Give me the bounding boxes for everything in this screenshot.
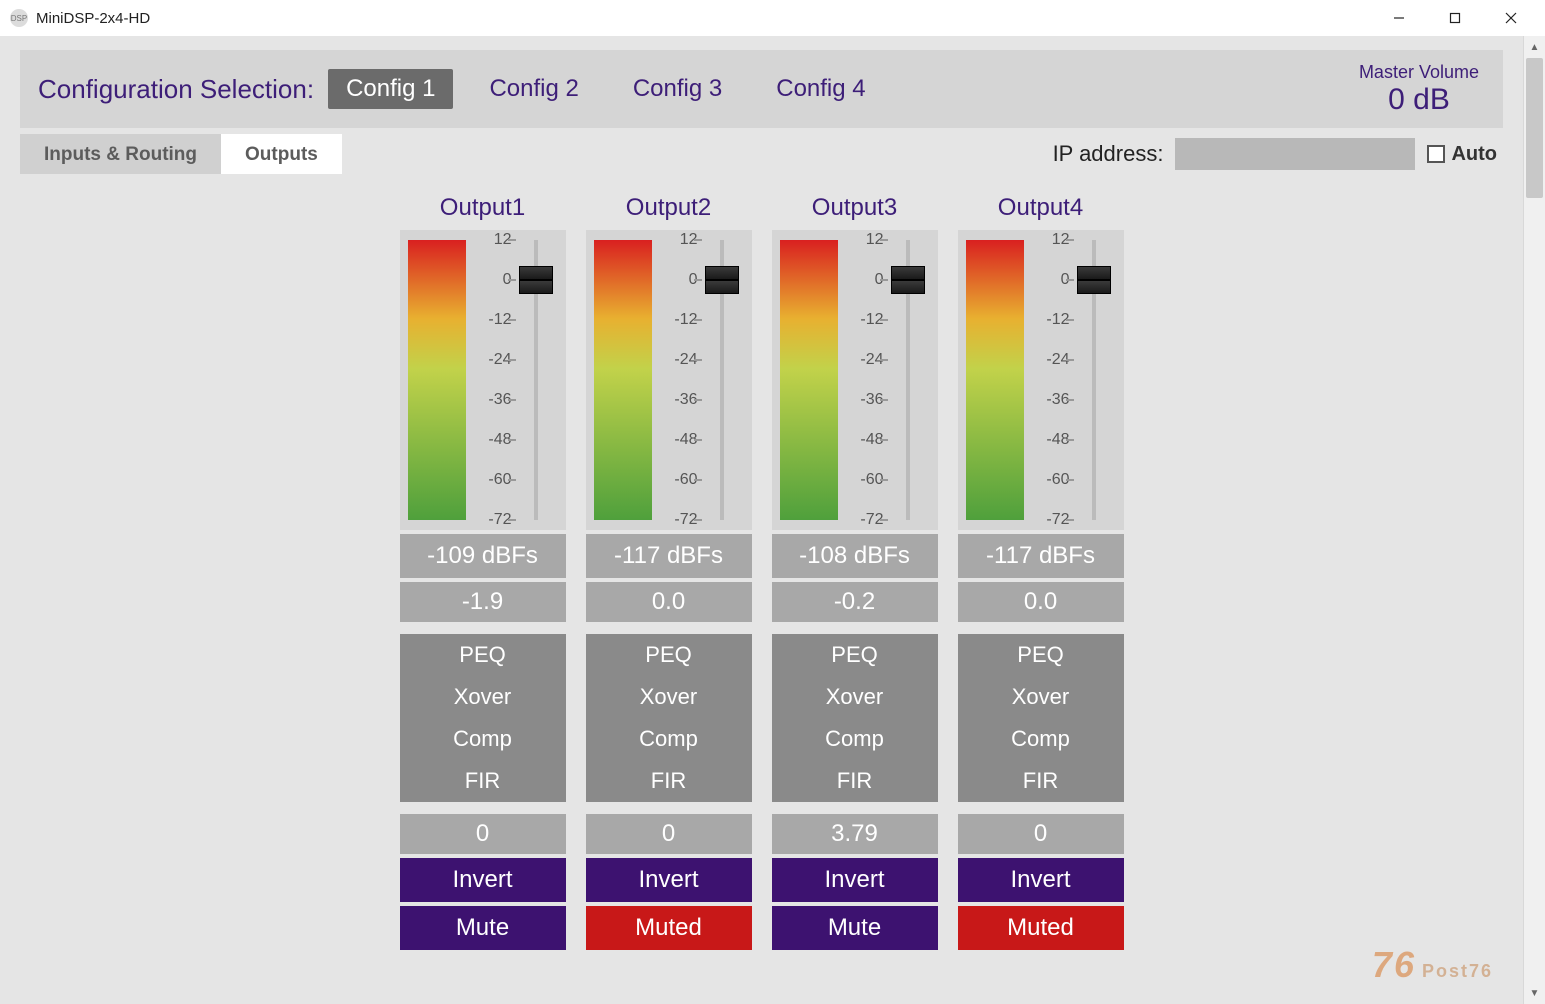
- mute-button[interactable]: Mute: [772, 906, 938, 950]
- output-channel-3: Output3 120-12-24-36-48-60-72 -108 dBFs-0.…: [772, 194, 938, 950]
- level-meter: [594, 240, 652, 520]
- slider-thumb[interactable]: [1077, 266, 1111, 294]
- ip-auto-checkbox[interactable]: [1427, 145, 1445, 163]
- gain-readout[interactable]: 0.0: [586, 582, 752, 622]
- xover-button[interactable]: Xover: [400, 676, 566, 718]
- gain-slider[interactable]: [516, 240, 556, 520]
- tab-outputs[interactable]: Outputs: [221, 134, 342, 174]
- minimize-button[interactable]: [1371, 0, 1427, 36]
- outputs-panel: Output1 120-12-24-36-48-60-72 -109 dBFs-1.…: [20, 174, 1503, 970]
- master-volume-value[interactable]: 0 dB: [1359, 83, 1479, 117]
- comp-button[interactable]: Comp: [958, 718, 1124, 760]
- peq-button[interactable]: PEQ: [400, 634, 566, 676]
- gain-readout[interactable]: 0.0: [958, 582, 1124, 622]
- dbfs-readout: -108 dBFs: [772, 534, 938, 578]
- dbfs-readout: -109 dBFs: [400, 534, 566, 578]
- slider-thumb[interactable]: [519, 266, 553, 294]
- xover-button[interactable]: Xover: [586, 676, 752, 718]
- slider-thumb[interactable]: [891, 266, 925, 294]
- processing-box: PEQXoverCompFIR: [586, 634, 752, 802]
- channel-title: Output1: [400, 194, 566, 222]
- window-title: MiniDSP-2x4-HD: [36, 10, 150, 27]
- meter-box: 120-12-24-36-48-60-72: [772, 230, 938, 530]
- ip-auto-label: Auto: [1451, 143, 1497, 166]
- app-icon: DSP: [10, 9, 28, 27]
- scroll-down-icon[interactable]: ▼: [1524, 982, 1545, 1004]
- invert-button[interactable]: Invert: [958, 858, 1124, 902]
- scroll-up-icon[interactable]: ▲: [1524, 36, 1545, 58]
- comp-button[interactable]: Comp: [400, 718, 566, 760]
- vertical-scrollbar[interactable]: ▲ ▼: [1523, 36, 1545, 1004]
- comp-button[interactable]: Comp: [772, 718, 938, 760]
- fir-button[interactable]: FIR: [586, 760, 752, 802]
- maximize-button[interactable]: [1427, 0, 1483, 36]
- processing-box: PEQXoverCompFIR: [958, 634, 1124, 802]
- output-channel-2: Output2 120-12-24-36-48-60-72 -117 dBFs0.0…: [586, 194, 752, 950]
- meter-scale: 120-12-24-36-48-60-72: [470, 240, 512, 520]
- ip-label: IP address:: [1053, 141, 1164, 167]
- delay-value[interactable]: 0: [400, 814, 566, 854]
- level-meter: [780, 240, 838, 520]
- output-channel-1: Output1 120-12-24-36-48-60-72 -109 dBFs-1.…: [400, 194, 566, 950]
- delay-value[interactable]: 0: [958, 814, 1124, 854]
- ip-input[interactable]: [1175, 138, 1415, 170]
- gain-slider[interactable]: [702, 240, 742, 520]
- titlebar: DSP MiniDSP-2x4-HD: [0, 0, 1545, 36]
- invert-button[interactable]: Invert: [772, 858, 938, 902]
- peq-button[interactable]: PEQ: [586, 634, 752, 676]
- fir-button[interactable]: FIR: [400, 760, 566, 802]
- config-button-2[interactable]: Config 2: [471, 69, 596, 109]
- output-channel-4: Output4 120-12-24-36-48-60-72 -117 dBFs0.0…: [958, 194, 1124, 950]
- config-button-1[interactable]: Config 1: [328, 69, 453, 109]
- master-volume-box: Master Volume 0 dB: [1359, 62, 1485, 117]
- delay-value[interactable]: 0: [586, 814, 752, 854]
- tab-row: Inputs & RoutingOutputs IP address: Auto: [20, 134, 1503, 174]
- processing-box: PEQXoverCompFIR: [772, 634, 938, 802]
- fir-button[interactable]: FIR: [958, 760, 1124, 802]
- dbfs-readout: -117 dBFs: [586, 534, 752, 578]
- mute-button[interactable]: Muted: [958, 906, 1124, 950]
- dbfs-readout: -117 dBFs: [958, 534, 1124, 578]
- ip-auto-box[interactable]: Auto: [1427, 143, 1497, 166]
- master-volume-label: Master Volume: [1359, 62, 1479, 83]
- meter-scale: 120-12-24-36-48-60-72: [1028, 240, 1070, 520]
- delay-value[interactable]: 3.79: [772, 814, 938, 854]
- scroll-thumb[interactable]: [1526, 58, 1543, 198]
- tab-inputs-routing[interactable]: Inputs & Routing: [20, 134, 221, 174]
- meter-scale: 120-12-24-36-48-60-72: [656, 240, 698, 520]
- meter-box: 120-12-24-36-48-60-72: [400, 230, 566, 530]
- meter-box: 120-12-24-36-48-60-72: [958, 230, 1124, 530]
- invert-button[interactable]: Invert: [400, 858, 566, 902]
- level-meter: [966, 240, 1024, 520]
- channel-title: Output2: [586, 194, 752, 222]
- config-label: Configuration Selection:: [38, 74, 314, 105]
- close-button[interactable]: [1483, 0, 1539, 36]
- config-button-3[interactable]: Config 3: [615, 69, 740, 109]
- gain-readout[interactable]: -1.9: [400, 582, 566, 622]
- channel-title: Output3: [772, 194, 938, 222]
- gain-slider[interactable]: [1074, 240, 1114, 520]
- app-body: Configuration Selection: Config 1 Config …: [0, 36, 1523, 1004]
- xover-button[interactable]: Xover: [772, 676, 938, 718]
- level-meter: [408, 240, 466, 520]
- peq-button[interactable]: PEQ: [772, 634, 938, 676]
- gain-readout[interactable]: -0.2: [772, 582, 938, 622]
- gain-slider[interactable]: [888, 240, 928, 520]
- config-bar: Configuration Selection: Config 1 Config …: [20, 50, 1503, 128]
- mute-button[interactable]: Muted: [586, 906, 752, 950]
- peq-button[interactable]: PEQ: [958, 634, 1124, 676]
- mute-button[interactable]: Mute: [400, 906, 566, 950]
- slider-thumb[interactable]: [705, 266, 739, 294]
- watermark: 76Post76: [1372, 944, 1493, 986]
- config-button-4[interactable]: Config 4: [758, 69, 883, 109]
- xover-button[interactable]: Xover: [958, 676, 1124, 718]
- channel-title: Output4: [958, 194, 1124, 222]
- meter-scale: 120-12-24-36-48-60-72: [842, 240, 884, 520]
- fir-button[interactable]: FIR: [772, 760, 938, 802]
- comp-button[interactable]: Comp: [586, 718, 752, 760]
- invert-button[interactable]: Invert: [586, 858, 752, 902]
- processing-box: PEQXoverCompFIR: [400, 634, 566, 802]
- meter-box: 120-12-24-36-48-60-72: [586, 230, 752, 530]
